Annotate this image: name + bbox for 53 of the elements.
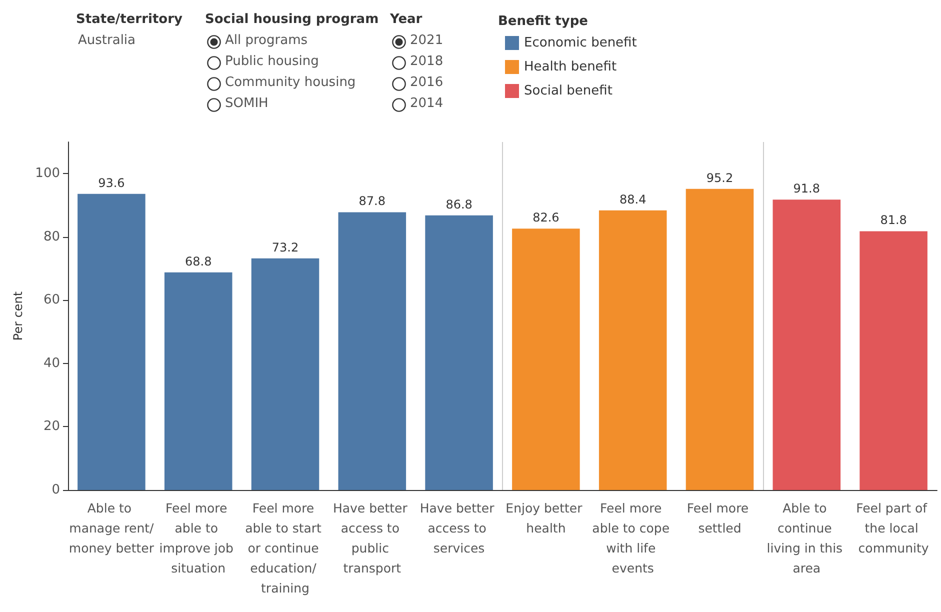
bar (686, 188, 754, 490)
legend-label: Social benefit (524, 84, 612, 98)
x-tick-label: Have better access to public transport (332, 500, 412, 576)
x-tick-label: Feel more able to improve job situation (159, 500, 238, 576)
text: 2021 (410, 33, 444, 48)
bar (338, 212, 406, 490)
x-tick-label: Feel part of the local community (856, 500, 932, 556)
text: State/territory (76, 12, 182, 27)
bar (772, 200, 841, 490)
text: 2016 (410, 75, 444, 90)
y-tick-label: 40 (43, 356, 60, 371)
x-tick-label: Able to continue living in this area (766, 500, 847, 576)
text: Community housing (225, 75, 356, 90)
legend-title: Benefit type (498, 14, 588, 29)
bar (860, 231, 928, 490)
text: Social housing program (205, 12, 379, 27)
text: Year (390, 12, 422, 27)
data-label: 93.6 (98, 176, 125, 190)
y-tick-label: 20 (43, 419, 60, 434)
y-tick-label: 80 (43, 229, 60, 244)
bar (425, 215, 493, 490)
legend-label: Health benefit (524, 60, 617, 74)
x-tick-label: Able to manage rent/money better (68, 500, 155, 556)
data-label: 82.6 (532, 210, 560, 225)
x-tick-label: Feel more able to start or continue education/ training (245, 500, 326, 596)
data-label: 68.8 (184, 254, 212, 268)
bar (164, 272, 232, 490)
data-label: 95.2 (706, 170, 734, 185)
bar (512, 228, 580, 490)
y-tick-label: 100 (35, 166, 60, 182)
data-label: 87.8 (358, 194, 386, 208)
text: Australia (78, 33, 136, 48)
data-label: 73.2 (272, 240, 299, 254)
x-tick-label: Enjoy better health (506, 500, 586, 536)
data-label: 91.8 (793, 182, 820, 196)
data-label: 88.4 (619, 192, 646, 206)
y-tick-label: 0 (52, 482, 60, 498)
legend-label: Economic benefit (524, 36, 637, 50)
bar (598, 210, 667, 490)
x-tick-label: Feel more settled (686, 500, 753, 536)
x-tick-label: Have better access to services (420, 500, 498, 556)
bar (78, 194, 146, 490)
text: Public housing (225, 54, 319, 69)
bar (251, 258, 320, 490)
text: SOMIH (225, 96, 268, 111)
text: All programs (225, 33, 308, 48)
data-label: 81.8 (880, 213, 907, 228)
y-axis-title: Per cent (11, 291, 25, 341)
y-tick-label: 60 (43, 292, 60, 308)
x-tick-label: Feel more able to cope with life events (592, 500, 674, 576)
data-label: 86.8 (446, 197, 472, 212)
text: 2018 (410, 54, 444, 69)
text: 2014 (410, 96, 444, 111)
